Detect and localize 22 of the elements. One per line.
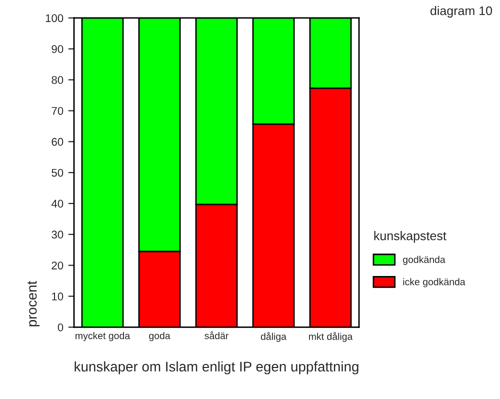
legend-label: icke godkända (403, 278, 466, 288)
y-tick-label: 50 (52, 168, 64, 177)
x-tick-label: goda (149, 332, 170, 342)
y-tick-label: 0 (58, 323, 64, 332)
y-tick-label: 40 (51, 200, 64, 208)
x-axis-title: kunskaper om Islam enligt IP egen uppfattning (74, 361, 358, 374)
y-tick-label: 90 (52, 45, 64, 54)
y-tick-label: 30 (52, 230, 64, 239)
text: diagram 10 (430, 6, 492, 18)
legend-label: godkända (403, 256, 446, 265)
y-tick-label: 100 (46, 14, 64, 22)
legend-title: kunskapstest (374, 231, 446, 243)
x-tick-label: mkt dåliga (308, 332, 353, 342)
x-tick-label: mycket goda (76, 332, 130, 342)
y-tick-label: 10 (52, 292, 64, 300)
y-tick-label: 60 (52, 138, 64, 146)
y-tick-label: 20 (52, 262, 64, 270)
x-tick-label: sådär (204, 331, 228, 340)
y-axis-title: procent (28, 280, 40, 326)
y-tick-label: 80 (52, 76, 64, 84)
y-tick-label: 70 (52, 106, 64, 115)
x-tick-label: dåliga (260, 332, 286, 342)
